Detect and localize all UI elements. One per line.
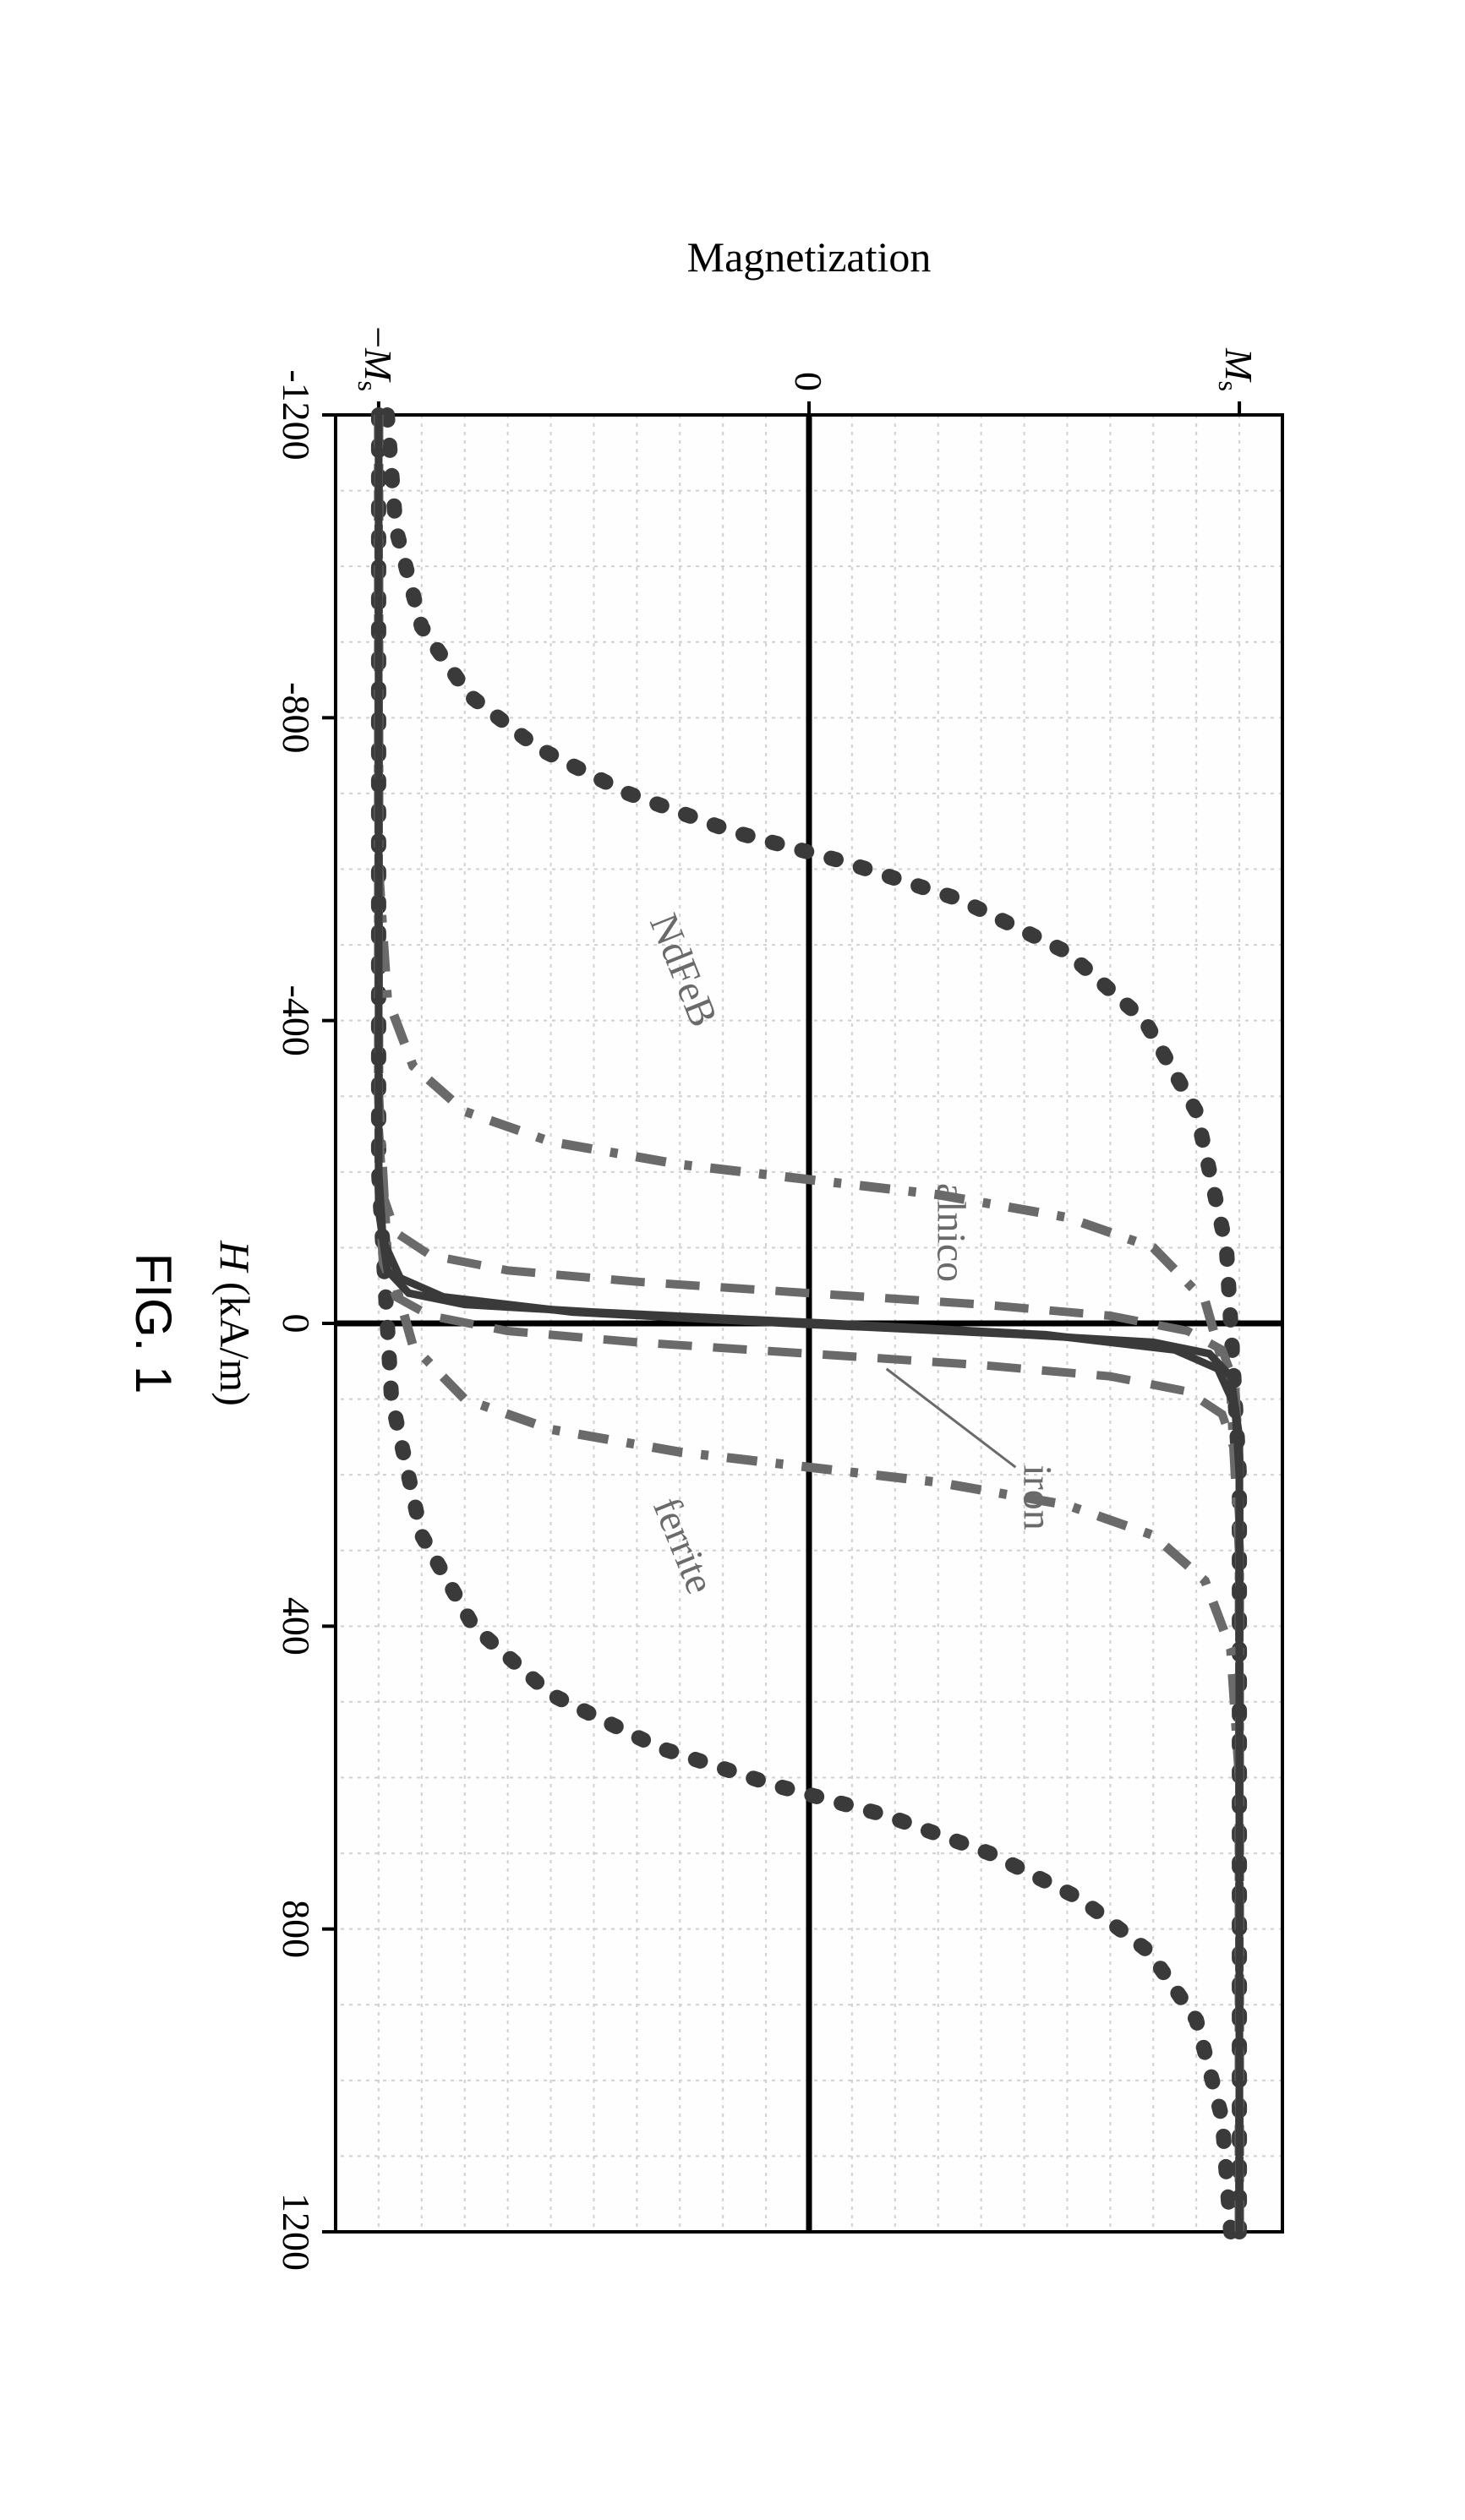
x-tick-label: -800 bbox=[275, 682, 318, 753]
alnico-label: alnico bbox=[928, 1183, 973, 1282]
y-tick-label: Ms bbox=[1212, 347, 1260, 391]
x-axis-label: H (kA/m) bbox=[211, 1240, 259, 1406]
iron-label: iron bbox=[1014, 1465, 1059, 1530]
y-tick-label: 0 bbox=[786, 372, 829, 391]
hysteresis-chart: -1200 -800 -400 0 400 800 1200 −Ms 0 Ms H (kA/m) Ma… bbox=[99, 161, 1367, 2359]
x-tick-label: 0 bbox=[275, 1314, 318, 1334]
x-tick-label: -400 bbox=[275, 985, 318, 1056]
figure-caption: FIG. 1 bbox=[125, 1253, 182, 1394]
x-tick-label: -1200 bbox=[275, 369, 318, 460]
y-tick-label: −Ms bbox=[352, 326, 399, 391]
x-tick-label: 400 bbox=[275, 1597, 318, 1655]
x-tick-label: 1200 bbox=[275, 2193, 318, 2271]
figure: -1200 -800 -400 0 400 800 1200 −Ms 0 Ms H (kA/m) Ma… bbox=[99, 161, 1367, 2359]
x-tick-label: 800 bbox=[275, 1900, 318, 1958]
y-axis-label: Magnetization bbox=[686, 233, 931, 281]
page: -1200 -800 -400 0 400 800 1200 −Ms 0 Ms H (kA/m) Ma… bbox=[0, 0, 1465, 2520]
rotated-container: -1200 -800 -400 0 400 800 1200 −Ms 0 Ms H (kA/m) Ma… bbox=[99, 161, 1367, 2359]
